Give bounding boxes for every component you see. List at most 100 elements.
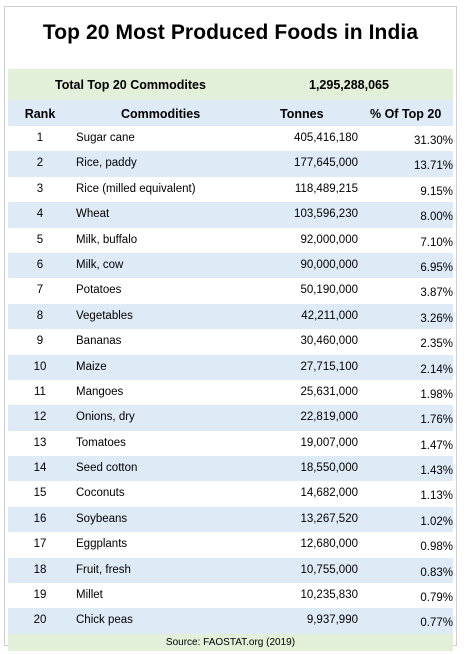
tonnes-cell: 25,631,000 [300,385,358,398]
tonnes-cell: 19,007,000 [300,436,358,449]
commodity-cell: Coconuts [76,487,125,500]
percent-cell: 3.87% [420,287,453,300]
commodity-cell: Chick peas [76,614,133,627]
rank-cell: 17 [33,538,47,551]
commodity-cell: Fruit, fresh [76,563,131,576]
commodity-cell: Millet [76,589,103,602]
commodity-cell: Tomatoes [76,436,126,449]
percent-cell: 8.00% [420,211,453,224]
tonnes-cell: 92,000,000 [300,233,358,246]
percent-cell: 0.83% [420,566,453,579]
rank-cell: 8 [36,309,44,322]
tonnes-cell: 9,937,990 [306,614,358,627]
percent-cell: 1.47% [420,439,453,452]
rank-cell: 13 [33,436,47,449]
rank-cell: 2 [36,157,44,170]
table-row: 17 Eggplants 12,680,000 0.98% [8,532,453,557]
table-header: Rank Commodities Tonnes % Of Top 20 [8,100,453,126]
header-rank: Rank [24,107,56,121]
commodity-cell: Milk, cow [76,258,124,271]
table-card: Top 20 Most Produced Foods in India Tota… [4,6,457,651]
commodity-cell: Rice (milled equivalent) [76,182,196,195]
table-row: 14 Seed cotton 18,550,000 1.43% [8,456,453,482]
page-title: Top 20 Most Produced Foods in India [42,21,419,44]
rank-cell: 9 [36,335,44,348]
rank-cell: 4 [36,208,44,221]
tonnes-cell: 13,267,520 [300,512,358,525]
total-value: 1,295,288,065 [309,78,389,92]
table-row: 9 Bananas 30,460,000 2.35% [8,329,453,354]
table-row: 4 Wheat 103,596,230 8.00% [8,202,453,228]
commodity-cell: Maize [76,360,107,373]
total-label: Total Top 20 Commodites [55,78,206,92]
percent-cell: 1.13% [420,490,453,503]
commodity-cell: Bananas [76,335,122,348]
tonnes-cell: 22,819,000 [300,411,358,424]
tonnes-cell: 18,550,000 [300,462,358,475]
rank-cell: 10 [33,360,47,373]
table-row: 8 Vegetables 42,211,000 3.26% [8,303,453,330]
commodity-cell: Rice, paddy [76,157,137,170]
percent-cell: 7.10% [420,236,453,249]
percent-cell: 31.30% [413,135,453,147]
commodity-cell: Sugar cane [76,132,135,144]
tonnes-cell: 103,596,230 [294,208,358,221]
rank-cell: 11 [34,385,46,398]
tonnes-cell: 27,715,100 [300,360,358,373]
table-row: 10 Maize 27,715,100 2.14% [8,354,453,380]
tonnes-cell: 14,682,000 [300,487,358,500]
table-row: 19 Millet 10,235,830 0.79% [8,583,453,608]
percent-cell: 3.26% [420,312,453,325]
header-commodities: Commodities [121,107,201,121]
rank-cell: 12 [33,411,47,424]
table-row: 6 Milk, cow 90,000,000 6.95% [8,252,453,279]
commodity-cell: Seed cotton [76,462,138,475]
commodity-cell: Onions, dry [76,411,135,424]
table-row: 2 Rice, paddy 177,645,000 13.71% [8,151,453,177]
table-body: 1 Sugar cane 405,416,180 31.30% 2 Rice, paddy… [8,126,453,634]
header-tonnes: Tonnes [280,107,324,121]
percent-cell: 1.43% [420,465,453,478]
rank-cell: 14 [33,462,47,475]
commodity-cell: Vegetables [76,309,133,322]
table-row: 1 Sugar cane 405,416,180 31.30% [8,126,453,151]
tonnes-cell: 50,190,000 [300,284,358,297]
table-row: 18 Fruit, fresh 10,755,000 0.83% [8,557,453,584]
tonnes-cell: 12,680,000 [300,538,358,551]
percent-cell: 0.98% [420,541,453,554]
percent-cell: 1.02% [420,515,453,528]
commodity-cell: Milk, buffalo [76,233,138,246]
rank-cell: 19 [33,589,47,602]
percent-cell: 9.15% [420,185,453,198]
rank-cell: 18 [33,563,47,576]
percent-cell: 0.77% [420,617,453,630]
table-row: 20 Chick peas 9,937,990 0.77% [8,608,453,634]
rank-cell: 15 [33,487,47,500]
commodity-cell: Wheat [76,208,110,221]
table-row: 15 Coconuts 14,682,000 1.13% [8,481,453,506]
total-row: Total Top 20 Commodites 1,295,288,065 [8,69,453,100]
tonnes-cell: 405,416,180 [294,132,358,144]
table-row: 13 Tomatoes 19,007,000 1.47% [8,431,453,456]
table-row: 16 Soybeans 13,267,520 1.02% [8,506,453,533]
tonnes-cell: 118,489,215 [294,182,358,195]
rank-cell: 1 [36,132,44,144]
commodity-cell: Soybeans [76,512,128,525]
table-row: 7 Potatoes 50,190,000 3.87% [8,278,453,303]
tonnes-cell: 10,235,830 [300,589,358,602]
percent-cell: 13.71% [413,160,453,173]
rank-cell: 3 [36,182,44,195]
rank-cell: 7 [36,284,44,297]
header-percent: % Of Top 20 [370,107,442,121]
percent-cell: 1.76% [420,414,453,427]
rank-cell: 16 [33,512,47,525]
tonnes-cell: 10,755,000 [300,563,358,576]
tonnes-cell: 90,000,000 [300,258,358,271]
table-row: 11 Mangoes 25,631,000 1.98% [8,380,453,405]
tonnes-cell: 177,645,000 [294,157,358,170]
table-row: 3 Rice (milled equivalent) 118,489,215 9.15… [8,177,453,202]
percent-cell: 1.98% [420,388,453,401]
commodity-cell: Eggplants [76,538,128,551]
percent-cell: 6.95% [420,261,453,274]
percent-cell: 2.14% [420,363,453,376]
